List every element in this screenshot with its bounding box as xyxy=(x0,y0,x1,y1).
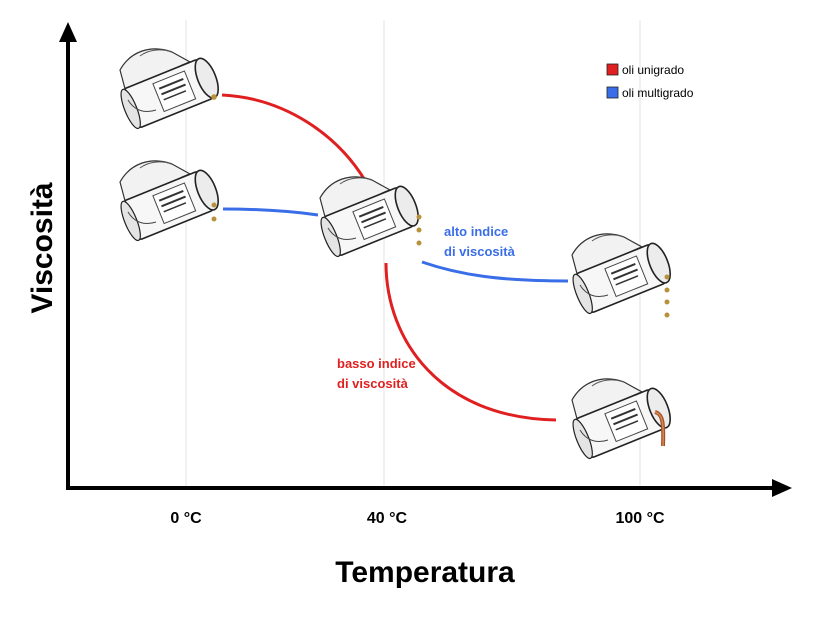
x-tick-0c: 0 °C xyxy=(170,510,202,527)
legend-label-multigrade: oli multigrado xyxy=(622,86,694,100)
multigrade-annotation-line2: di viscosità xyxy=(444,244,516,259)
x-tick-40c: 40 °C xyxy=(367,510,408,527)
y-axis-label: Viscosità xyxy=(26,182,59,314)
unigrade-annotation-line1: basso indice xyxy=(337,356,416,371)
x-axis-label: Temperatura xyxy=(335,556,515,589)
x-axis-arrow xyxy=(772,479,792,497)
legend-swatch-unigrade xyxy=(606,63,619,76)
oil-drop-icon xyxy=(211,202,217,222)
oil-can-0c-multigrade xyxy=(116,159,224,244)
multigrade-annotation-line1: alto indice xyxy=(444,224,508,239)
multigrade-curve-left xyxy=(222,207,319,217)
oil-can-0c-unigrade xyxy=(116,47,224,132)
oil-can-40c xyxy=(316,175,424,260)
oil-can-100c-multigrade xyxy=(568,232,676,317)
legend-label-unigrade: oli unigrado xyxy=(622,63,684,77)
legend: oli unigrado oli multigrado xyxy=(606,63,694,100)
legend-swatch-multigrade xyxy=(606,86,619,99)
unigrade-curve-lower xyxy=(384,262,557,422)
multigrade-curve-right xyxy=(421,260,569,283)
oil-stream-icon xyxy=(654,410,666,447)
x-tick-100c: 100 °C xyxy=(615,510,665,527)
oil-drop-icon xyxy=(664,274,670,318)
y-axis-arrow xyxy=(59,22,77,42)
oil-can-100c-unigrade xyxy=(568,377,676,462)
oil-drop-icon xyxy=(416,214,422,246)
oil-drop-icon xyxy=(211,94,217,100)
unigrade-curve-upper xyxy=(221,93,368,183)
unigrade-annotation-line2: di viscosità xyxy=(337,376,409,391)
